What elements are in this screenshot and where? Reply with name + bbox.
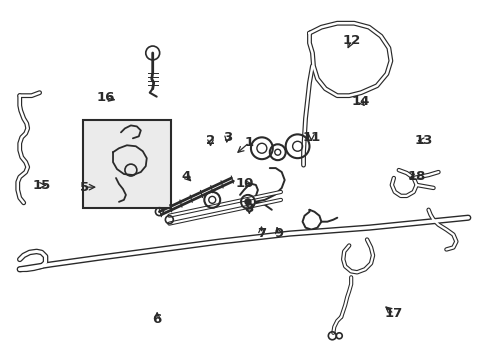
Text: 9: 9 — [273, 227, 283, 240]
Text: 18: 18 — [407, 170, 425, 183]
Text: 1: 1 — [244, 136, 253, 149]
Text: 15: 15 — [33, 179, 51, 192]
Text: 11: 11 — [302, 131, 320, 144]
Text: 4: 4 — [181, 170, 190, 183]
Bar — [83, 121, 170, 208]
Text: 13: 13 — [414, 134, 432, 147]
Text: 12: 12 — [342, 34, 360, 47]
Text: 10: 10 — [235, 177, 253, 190]
Text: 16: 16 — [97, 91, 115, 104]
Text: 3: 3 — [223, 131, 232, 144]
Text: 17: 17 — [384, 307, 402, 320]
Text: 14: 14 — [351, 95, 369, 108]
Text: 2: 2 — [205, 134, 215, 147]
Text: 7: 7 — [256, 227, 265, 240]
Circle shape — [244, 199, 250, 205]
Text: 5: 5 — [80, 181, 89, 194]
Text: 8: 8 — [244, 202, 253, 215]
Text: 6: 6 — [152, 313, 162, 326]
